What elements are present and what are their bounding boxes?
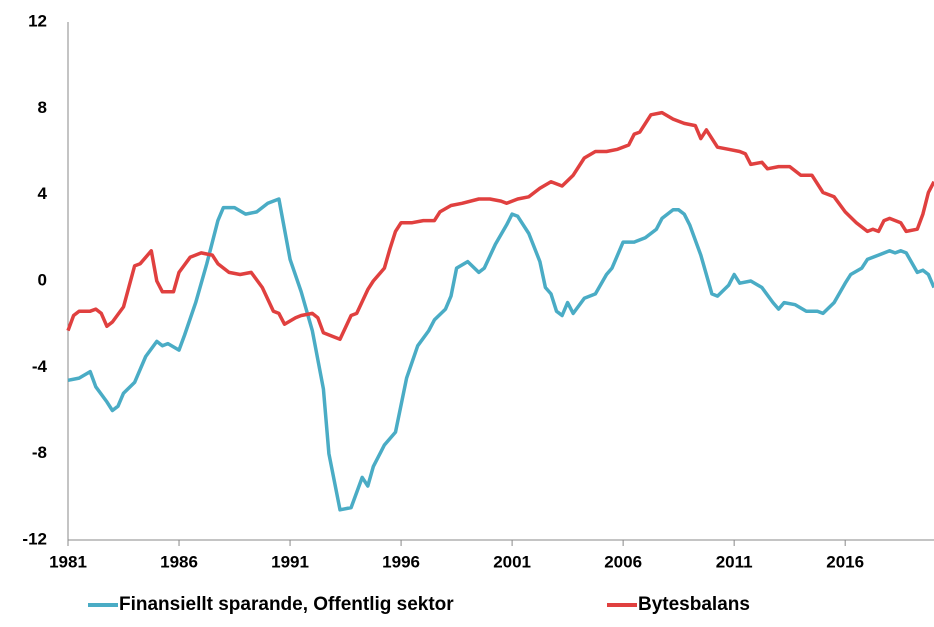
x-tick-label: 2001 xyxy=(493,552,531,571)
y-tick-label: 8 xyxy=(38,98,47,117)
x-tick-label: 1996 xyxy=(382,552,420,571)
x-tick-label: 1991 xyxy=(271,552,309,571)
x-tick-label: 1981 xyxy=(49,552,87,571)
x-tick-label: 2006 xyxy=(604,552,642,571)
y-tick-label: -4 xyxy=(32,357,48,376)
y-tick-label: -8 xyxy=(32,443,47,462)
x-tick-label: 2011 xyxy=(716,552,753,571)
x-tick-label: 2016 xyxy=(826,552,864,571)
y-tick-label: 12 xyxy=(28,11,47,30)
series-line xyxy=(67,197,934,512)
x-tick-label: 1986 xyxy=(160,552,198,571)
y-tick-label: 0 xyxy=(38,270,47,289)
legend-label: Bytesbalans xyxy=(638,594,750,615)
y-tick-label: 4 xyxy=(38,184,48,203)
series-line xyxy=(66,110,934,342)
y-tick-label: -12 xyxy=(22,529,47,548)
legend-label: Finansiellt sparande, Offentlig sektor xyxy=(119,594,454,615)
